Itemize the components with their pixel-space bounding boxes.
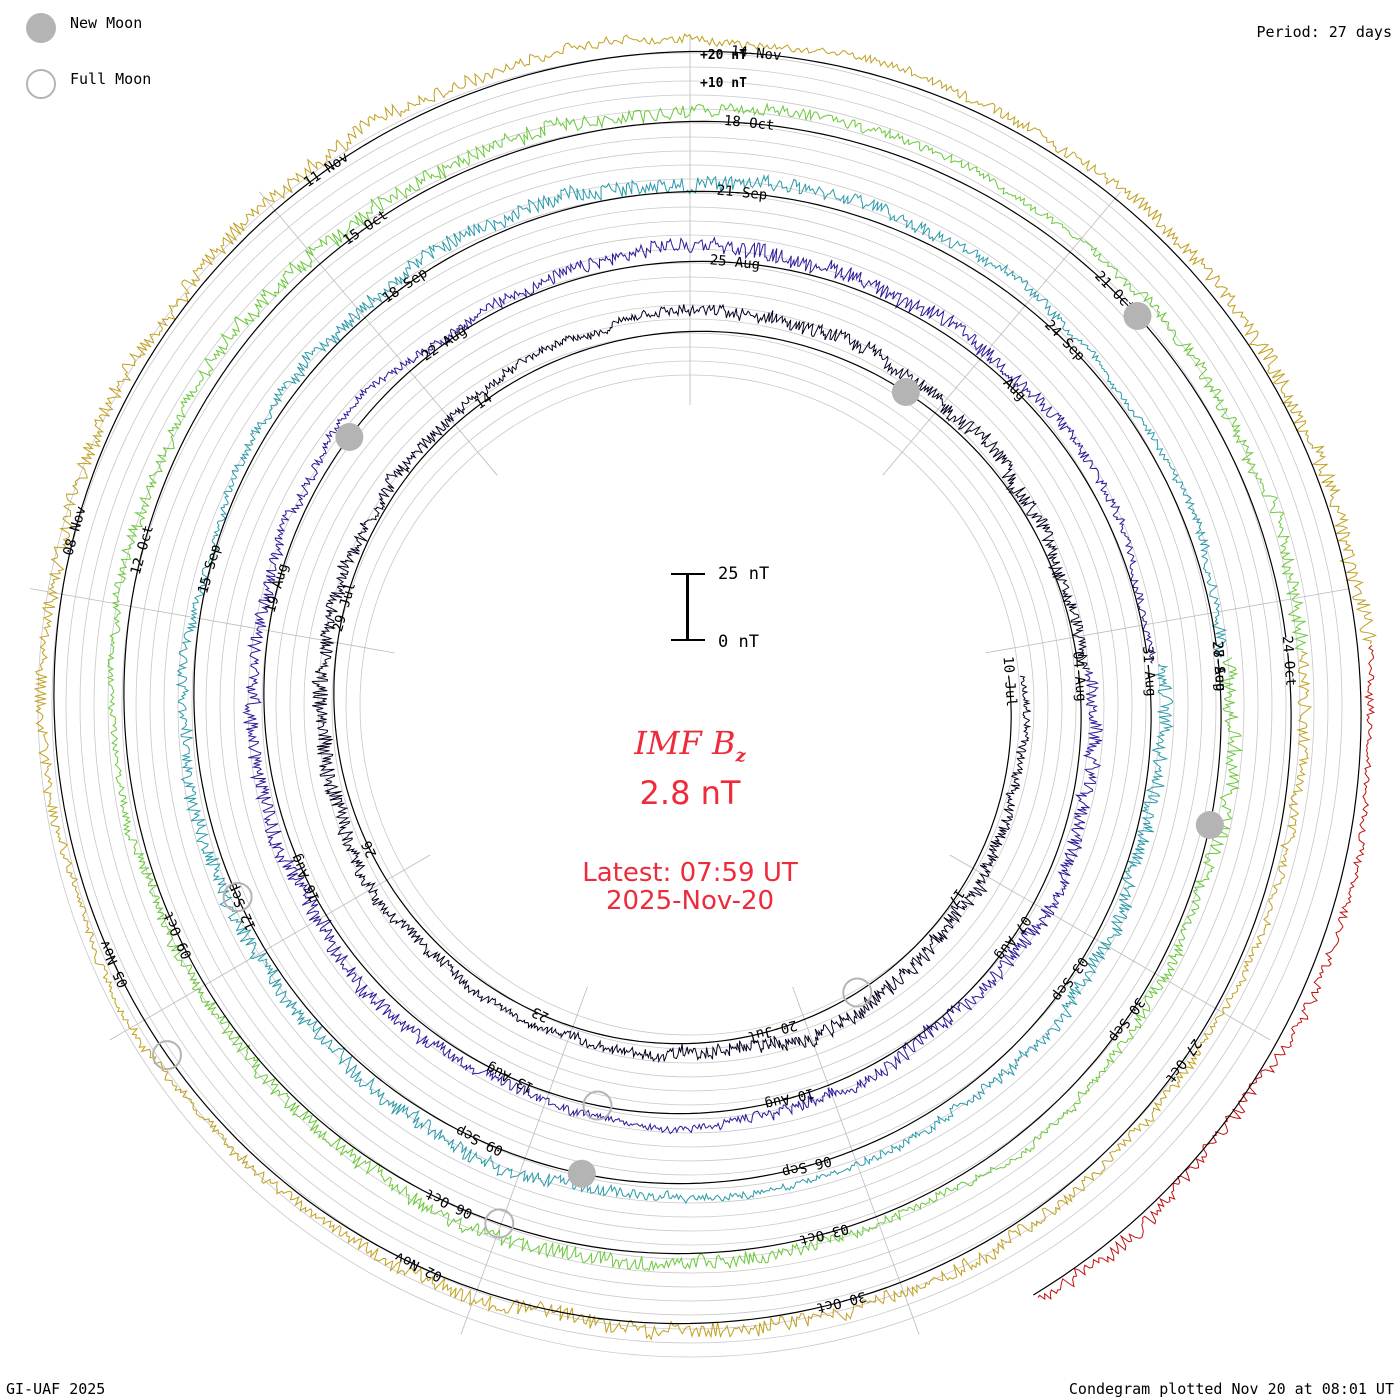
- center-subscript: z: [735, 745, 746, 767]
- grid-ring: [289, 304, 1091, 1106]
- ring-scale-plus10: +10 nT: [700, 76, 747, 91]
- date-label: 14: [472, 390, 495, 413]
- day-spoke: [259, 191, 498, 476]
- scale-bar-top-tick: [671, 573, 705, 575]
- scale-bar-bottom-label: 0 nT: [718, 632, 759, 652]
- series-line: [106, 102, 1310, 1272]
- date-label: 23: [529, 1003, 551, 1025]
- date-label: 10-Jul: [999, 656, 1019, 708]
- day-spoke: [460, 986, 588, 1335]
- day-spokes: [30, 35, 1350, 1335]
- center-quantity-title: IMF Bz: [590, 724, 790, 766]
- series-baseline: [123, 120, 1287, 1255]
- scale-bar: [686, 574, 689, 640]
- series-baseline: [1033, 646, 1362, 1296]
- series-baseline: [333, 330, 1078, 1045]
- date-label: 02-Nov: [392, 1248, 445, 1284]
- date-label: 17: [945, 885, 968, 908]
- moon-markers: [152, 302, 1224, 1239]
- series-baseline: [53, 50, 1359, 1325]
- date-label: 20-Jul: [746, 1017, 799, 1045]
- ring-scale-plus20: +20 nT: [700, 48, 747, 63]
- scale-bar-bottom-tick: [671, 639, 705, 641]
- day-spoke: [985, 588, 1350, 654]
- center-symbol: B: [712, 724, 736, 762]
- new-moon-marker: [1195, 811, 1224, 839]
- zero-baselines: [53, 50, 1362, 1325]
- date-label: 09-Sep: [453, 1122, 506, 1158]
- date-label: 14-Nov: [730, 43, 782, 64]
- full-moon-marker: [582, 1090, 613, 1121]
- series-line: [242, 236, 1157, 1135]
- day-spoke: [792, 986, 920, 1335]
- grid-ring: [317, 332, 1063, 1078]
- footer-credit: GI-UAF 2025: [6, 1380, 106, 1398]
- full-moon-marker: [222, 882, 253, 912]
- date-label: 29-Jul: [330, 581, 359, 634]
- date-label: 10-Aug: [763, 1084, 816, 1112]
- new-moon-icon: [26, 13, 56, 43]
- date-label: 18-Sep: [380, 265, 431, 307]
- new-moon-marker: [1123, 302, 1152, 330]
- full-moon-icon: [26, 69, 56, 99]
- date-label: 05-Nov: [97, 937, 132, 990]
- date-label: 16-Aug: [288, 851, 323, 904]
- date-label: 12-Sep: [224, 880, 259, 933]
- series-line: [311, 303, 1091, 1064]
- date-label: 22-Aug: [419, 323, 470, 365]
- grid-ring: [275, 290, 1105, 1120]
- latest-time: Latest: 07:59 UT: [582, 858, 798, 888]
- latest-date: 2025-Nov-20: [605, 886, 775, 916]
- date-label: 24-Oct: [1279, 635, 1299, 687]
- scale-bar-top-label: 25 nT: [718, 564, 770, 584]
- date-label: 28-Aug: [1209, 640, 1229, 692]
- day-spoke: [30, 588, 395, 654]
- center-value: 2.8 nT: [639, 774, 741, 812]
- series-baseline: [263, 260, 1148, 1115]
- series-baseline: [193, 190, 1217, 1185]
- date-label: 19-Aug: [263, 562, 292, 615]
- date-label: 26: [359, 838, 381, 860]
- data-series: [33, 33, 1377, 1341]
- new-moon-marker: [567, 1159, 596, 1188]
- full-moon-marker: [484, 1208, 515, 1239]
- full-moon-marker: [842, 977, 873, 1008]
- period-label: Period: 27 days: [1256, 23, 1392, 41]
- grid-ring: [261, 276, 1119, 1134]
- date-label: 31-Aug: [1139, 645, 1159, 697]
- new-moon-marker: [335, 423, 364, 451]
- date-label: 21-Sep: [716, 183, 768, 204]
- date-label: 27-Sep: [1209, 640, 1229, 692]
- date-label: 09-Oct: [160, 909, 195, 962]
- legend-new-moon-label: New Moon: [70, 14, 143, 32]
- date-label: 18-Oct: [723, 113, 775, 134]
- date-label: 04-Aug: [1069, 651, 1089, 703]
- footer-plot-time: Condegram plotted Nov 20 at 08:01 UT: [1068, 1380, 1394, 1398]
- day-spoke: [109, 854, 431, 1041]
- date-label: 30-Oct: [815, 1288, 868, 1316]
- series-line: [175, 173, 1228, 1204]
- legend-full-moon-label: Full Moon: [70, 70, 152, 88]
- full-moon-marker: [152, 1040, 182, 1071]
- new-moon-marker: [891, 378, 920, 406]
- grid-ring: [359, 374, 1021, 1036]
- center-quantity: IMF: [634, 724, 702, 762]
- series-line: [33, 33, 1377, 1341]
- date-label: 03-Oct: [797, 1220, 850, 1248]
- date-label: 15-Oct: [340, 207, 391, 249]
- day-spoke: [949, 854, 1271, 1041]
- series-line: [1037, 645, 1376, 1301]
- date-label: 25-Aug: [709, 252, 761, 273]
